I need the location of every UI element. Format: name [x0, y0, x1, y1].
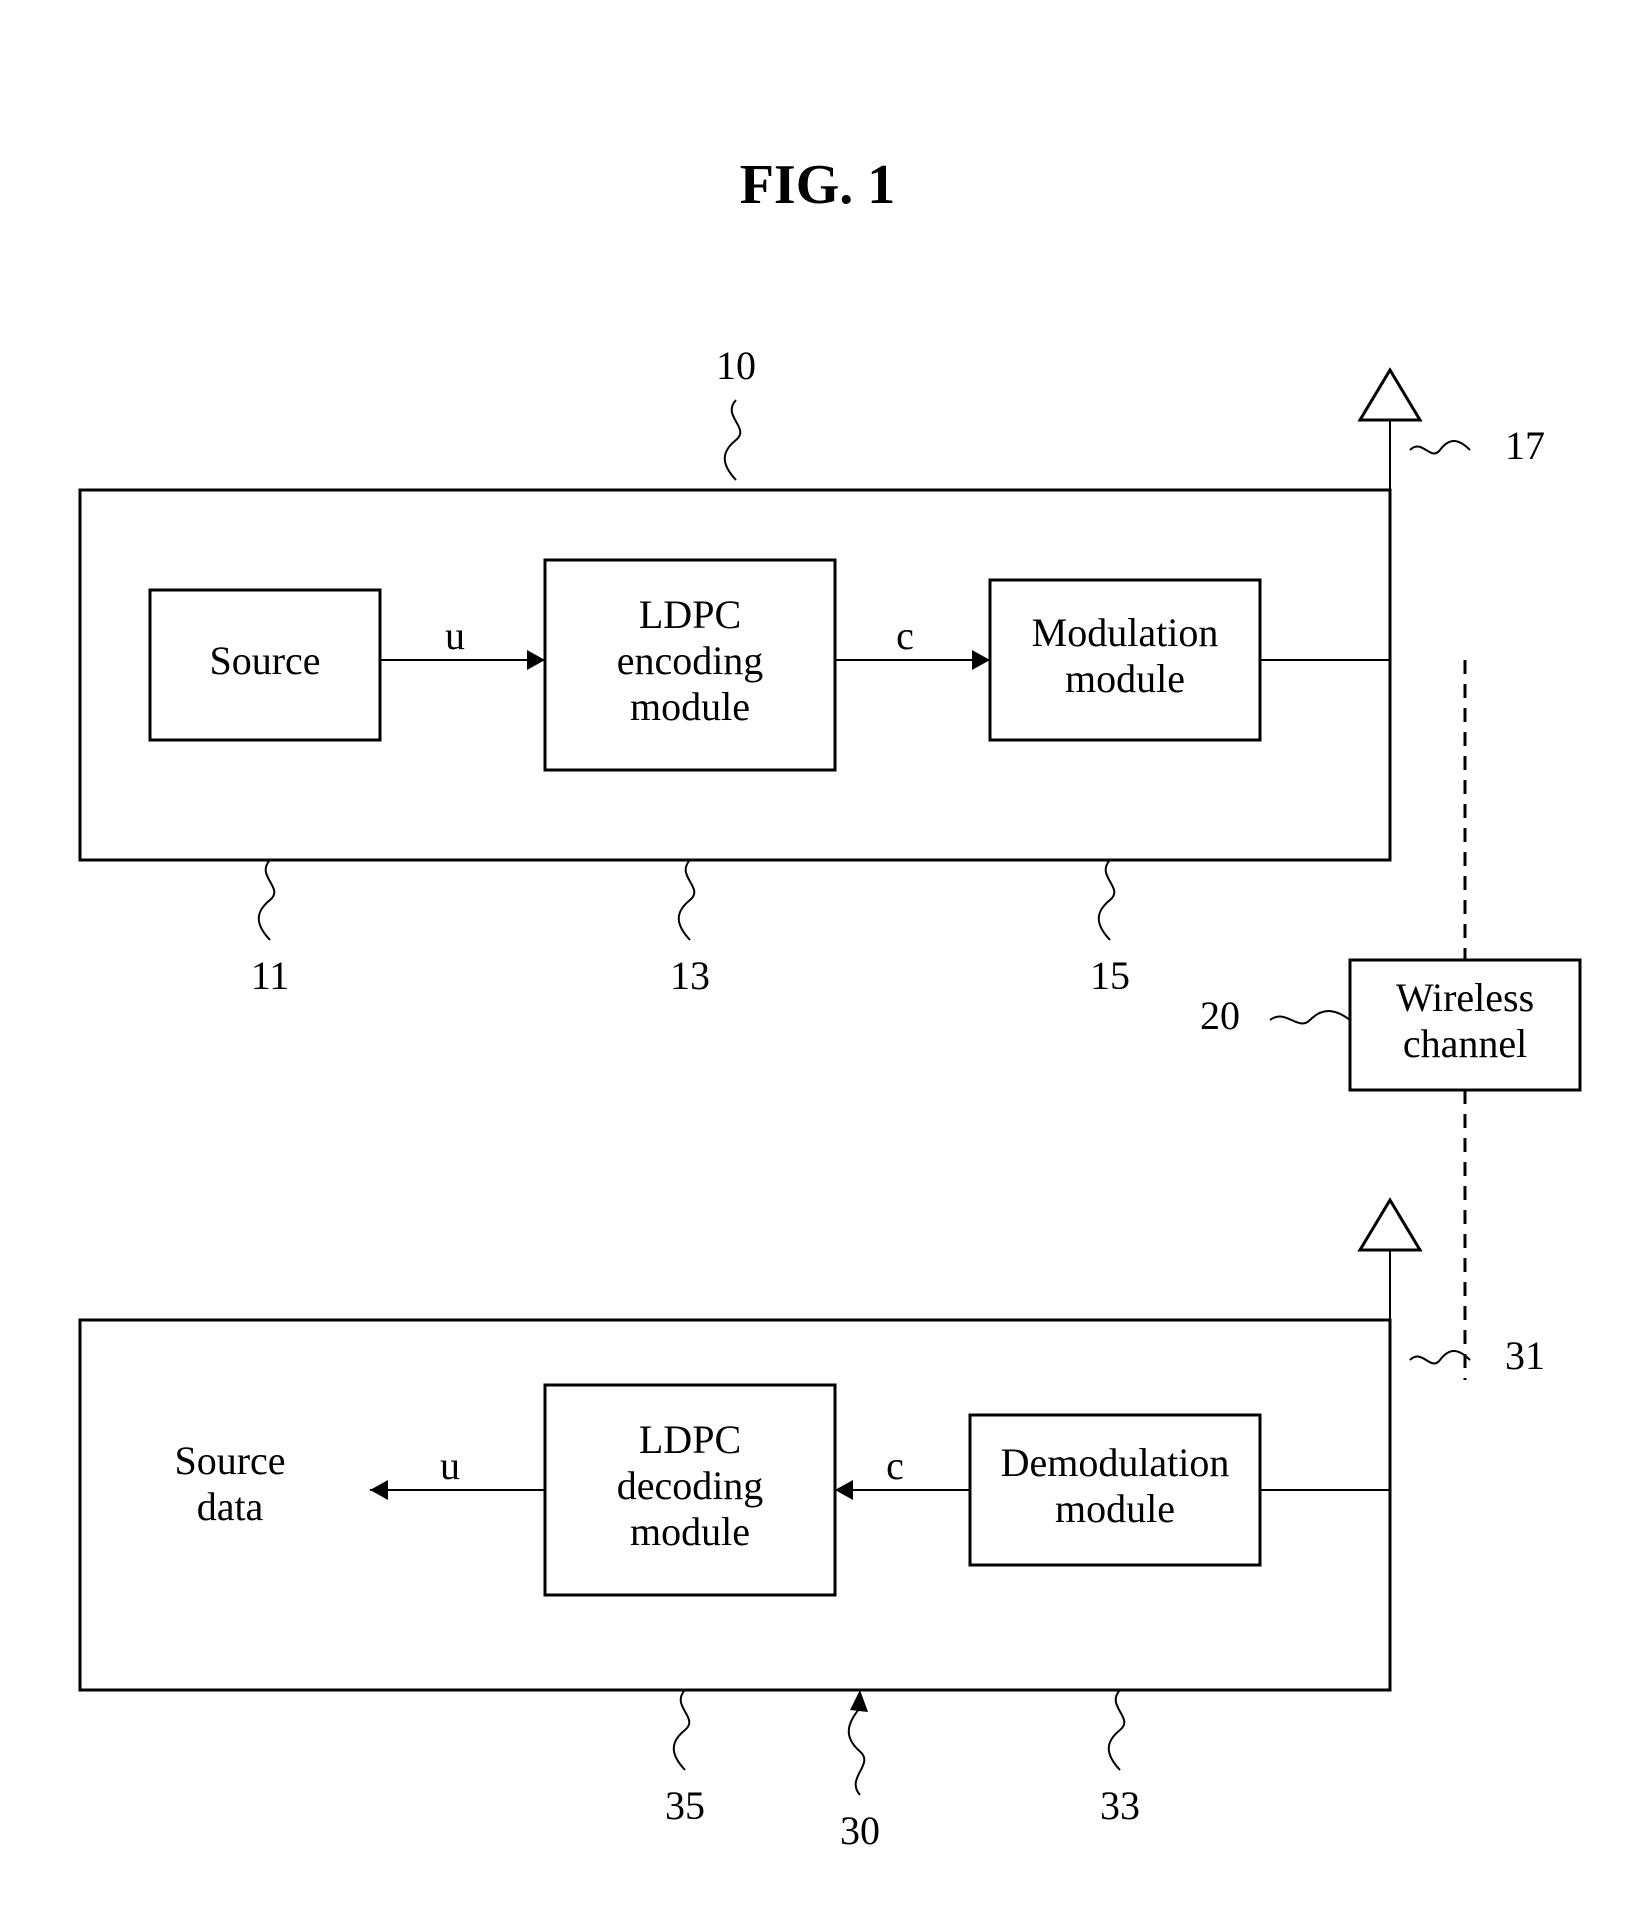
- encoder-ref-lead: [679, 860, 695, 940]
- wireless-channel-label-1: channel: [1403, 1021, 1527, 1066]
- rx-arrow-u-head: [370, 1480, 388, 1500]
- source-ref-lead: [259, 860, 275, 940]
- rx-signal-c: c: [886, 1443, 904, 1488]
- source-label-0: Source: [209, 638, 320, 683]
- rx-antenna-ref: 31: [1505, 1333, 1545, 1378]
- tx-arrow-u-head: [527, 650, 545, 670]
- tx-antenna-ref: 17: [1505, 423, 1545, 468]
- decoder-label-1: decoding: [617, 1463, 764, 1508]
- demod-ref-lead: [1109, 1690, 1125, 1770]
- tx-signal-u: u: [445, 613, 465, 658]
- channel-ref: 20: [1200, 993, 1240, 1038]
- channel-ref-lead: [1270, 1011, 1350, 1023]
- encoder-label-2: module: [630, 684, 750, 729]
- source-ref: 11: [251, 953, 290, 998]
- rx-ref: 30: [840, 1808, 880, 1853]
- figure-title: FIG. 1: [740, 154, 896, 216]
- rx-ref-lead-head: [850, 1690, 868, 1712]
- encoder-label-1: encoding: [617, 638, 764, 683]
- encoder-label-0: LDPC: [639, 592, 741, 637]
- wireless-channel-label-0: Wireless: [1396, 975, 1534, 1020]
- rx-signal-u: u: [440, 1443, 460, 1488]
- tx-ref-lead: [725, 400, 741, 480]
- modulator-ref: 15: [1090, 953, 1130, 998]
- encoder-ref: 13: [670, 953, 710, 998]
- output-label-0: Source: [174, 1438, 285, 1483]
- tx-signal-c: c: [896, 613, 914, 658]
- modulator-ref-lead: [1099, 860, 1115, 940]
- rx-antenna-icon: [1360, 1200, 1420, 1250]
- decoder-label-0: LDPC: [639, 1417, 741, 1462]
- decoder-ref-lead: [674, 1690, 690, 1770]
- demod-ref: 33: [1100, 1783, 1140, 1828]
- decoder-label-2: module: [630, 1509, 750, 1554]
- tx-antenna-icon: [1360, 370, 1420, 420]
- tx-to-antenna: [1260, 480, 1390, 660]
- tx-ref: 10: [716, 343, 756, 388]
- demod-label-0: Demodulation: [1001, 1440, 1230, 1485]
- rx-antenna-ref-lead: [1410, 1351, 1470, 1363]
- output-label-1: data: [197, 1484, 264, 1529]
- tx-antenna-ref-lead: [1410, 441, 1470, 453]
- rx-ref-lead: [849, 1708, 865, 1795]
- tx-arrow-c-head: [972, 650, 990, 670]
- rx-from-antenna: [1260, 1310, 1390, 1490]
- rx-arrow-c-head: [835, 1480, 853, 1500]
- decoder-ref: 35: [665, 1783, 705, 1828]
- modulator-label-0: Modulation: [1032, 610, 1219, 655]
- demod-label-1: module: [1055, 1486, 1175, 1531]
- modulator-label-1: module: [1065, 656, 1185, 701]
